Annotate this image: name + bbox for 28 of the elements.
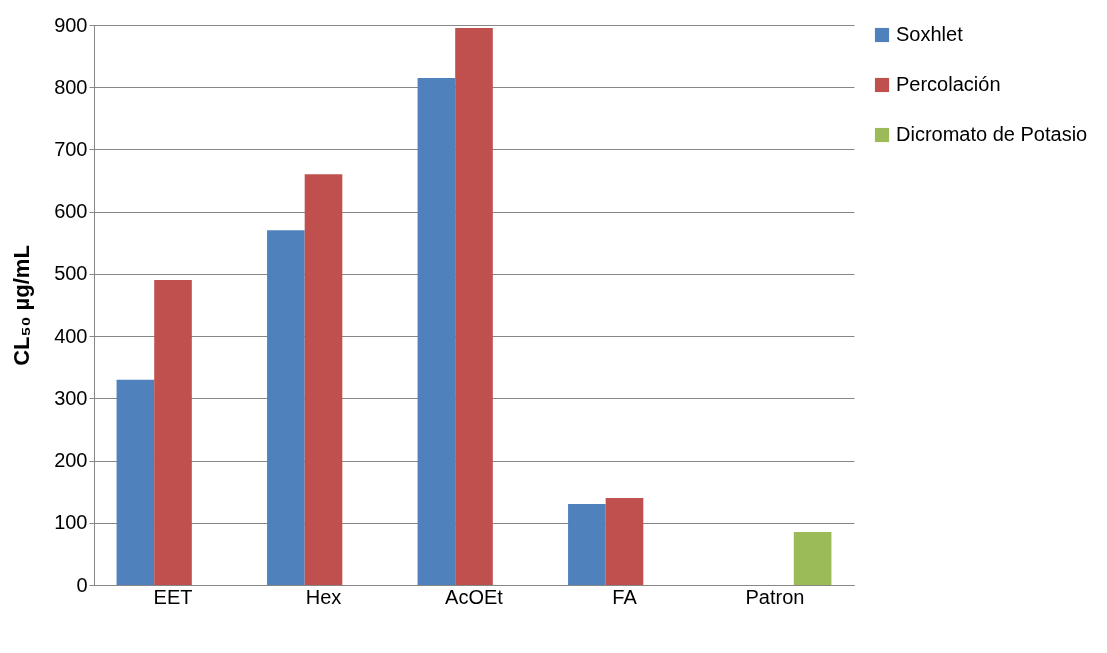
bar	[267, 230, 305, 585]
x-tick-label: FA	[612, 585, 638, 608]
bar	[455, 28, 493, 585]
y-tick-label: 400	[54, 324, 88, 347]
legend-label: Dicromato de Potasio	[896, 123, 1088, 145]
y-tick-label: 900	[54, 13, 88, 36]
legend-label: Soxhlet	[896, 23, 964, 45]
legend-label: Percolación	[896, 73, 1001, 95]
bar	[304, 174, 343, 585]
bar	[568, 504, 606, 585]
y-tick-label: 600	[54, 200, 88, 223]
y-tick-label: 300	[54, 386, 88, 409]
x-tick-label: Hex	[305, 585, 342, 608]
y-axis-title: CL₅₀ µg/mL	[9, 245, 35, 366]
bar	[793, 532, 832, 585]
y-tick-label: 0	[76, 573, 88, 596]
y-tick-label: 100	[54, 511, 88, 534]
x-tick-label: EET	[153, 585, 193, 608]
bar	[605, 497, 644, 585]
y-tick-label: 500	[54, 262, 88, 285]
y-tick-label: 200	[54, 449, 88, 472]
bar	[154, 280, 192, 585]
x-tick-label: Patron	[745, 585, 805, 608]
x-tick-label: AcOEt	[445, 585, 504, 608]
bar	[116, 379, 155, 585]
y-tick-label: 700	[54, 137, 88, 160]
bar	[417, 77, 456, 585]
y-tick-label: 800	[54, 75, 88, 98]
